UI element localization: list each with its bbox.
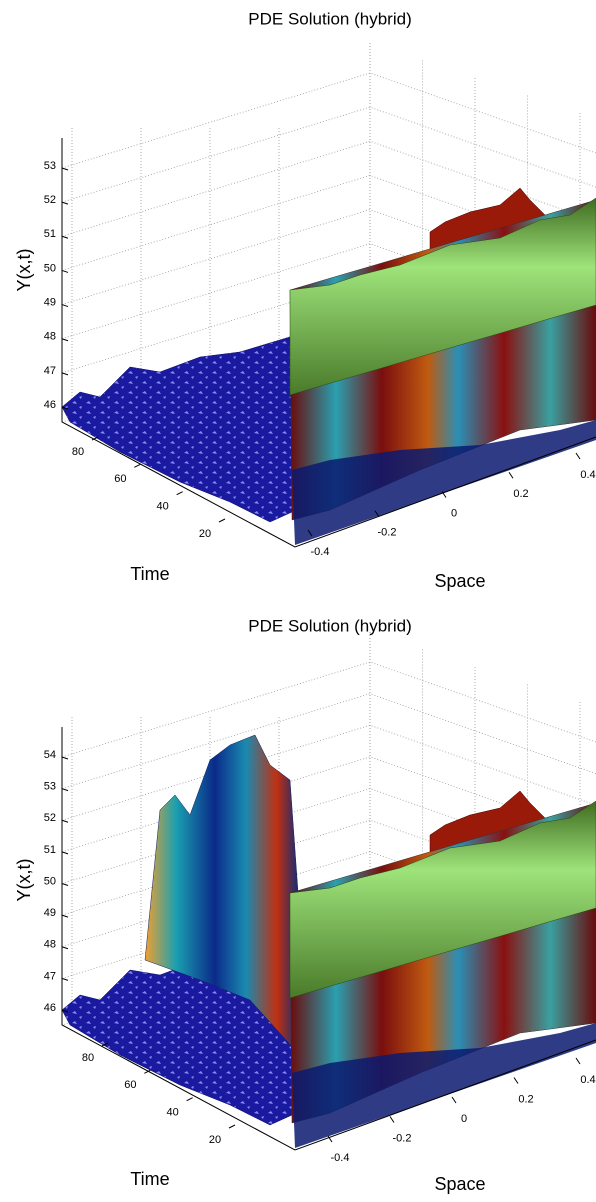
- z-tick-label: 48: [44, 331, 56, 343]
- z-tick-label: 52: [44, 812, 56, 824]
- z-tick-label: 49: [44, 296, 56, 308]
- x-tick-label: 0.2: [518, 1093, 533, 1105]
- z-tick: [61, 167, 69, 171]
- y-tick-label: 40: [157, 501, 169, 513]
- z-tick: [61, 883, 69, 886]
- x-tick-label: -0.2: [393, 1132, 412, 1144]
- surface-front: [292, 1023, 596, 1148]
- x-axis-label: Space: [434, 571, 485, 591]
- x-tick: [374, 510, 380, 518]
- axis-frame: [61, 727, 596, 1151]
- y-tick: [228, 1124, 236, 1129]
- y-axis-label: Time: [130, 1169, 169, 1189]
- y-tick-label: 20: [199, 528, 211, 540]
- x-tick: [508, 471, 514, 479]
- z-tick: [61, 946, 69, 950]
- x-tick-label: -0.4: [331, 1152, 350, 1164]
- z-tick-label: 50: [44, 875, 56, 887]
- y-axis-label: Time: [130, 564, 169, 584]
- x-tick: [307, 529, 313, 537]
- x-tick: [575, 1057, 581, 1065]
- z-tick: [61, 977, 69, 981]
- y-tick-label: 20: [209, 1134, 221, 1146]
- y-tick-label: 80: [72, 446, 84, 458]
- z-tick-label: 53: [44, 160, 56, 172]
- axis-frame: [61, 138, 596, 548]
- x-tick-label: 0.2: [513, 488, 528, 500]
- z-tick: [61, 201, 69, 205]
- surface-plot: 46 47 48 49 50 51 52 53 54 20 40 60 80 -0.4 -0.2 0 0.2 0.…: [14, 616, 596, 1194]
- x-tick-label: 0: [461, 1113, 467, 1125]
- x-tick: [389, 1116, 395, 1123]
- x-tick: [441, 491, 447, 498]
- x-tick-label: 0.4: [580, 1074, 595, 1086]
- surface-front: [292, 420, 596, 545]
- z-tick: [61, 756, 69, 760]
- x-tick-label: 0.4: [580, 469, 595, 481]
- x-tick: [513, 1077, 519, 1084]
- y-tick: [144, 1069, 151, 1074]
- z-tick: [61, 235, 69, 239]
- x-tick: [327, 1135, 333, 1143]
- x-tick: [451, 1096, 457, 1104]
- z-tick: [61, 338, 69, 342]
- x-tick: [575, 452, 581, 460]
- grid-line: [61, 693, 596, 790]
- z-tick-label: 51: [44, 844, 56, 856]
- z-tick: [61, 372, 69, 376]
- z-tick-label: 46: [44, 1002, 56, 1014]
- y-tick-label: 80: [82, 1052, 94, 1064]
- z-tick-label: 49: [44, 907, 56, 919]
- x-tick-label: -0.2: [378, 527, 397, 539]
- z-tick: [61, 269, 69, 273]
- chart-title: PDE Solution (hybrid): [248, 616, 411, 635]
- z-tick: [61, 1009, 69, 1013]
- surface-green-band: [289, 800, 596, 999]
- surface-plot: 46 47 48 49 50 51 52 53 20 40 60 80 -0.4 -0.2 0 0.2 0.4 P…: [14, 9, 596, 591]
- y-tick-label: 60: [114, 473, 126, 485]
- y-tick: [134, 463, 141, 468]
- x-tick-label: -0.4: [311, 546, 330, 558]
- z-tick-label: 51: [44, 228, 56, 240]
- surface-peaks: [144, 734, 301, 1051]
- grid-line: [61, 661, 596, 758]
- y-tick-label: 60: [124, 1079, 136, 1091]
- z-tick: [61, 914, 69, 918]
- y-tick: [101, 1042, 109, 1047]
- surface-green-band: [289, 197, 596, 396]
- z-tick-label: 52: [44, 194, 56, 206]
- z-tick-label: 48: [44, 939, 56, 951]
- z-axis-label: Y(x,t): [14, 859, 34, 902]
- z-axis-label: Y(x,t): [14, 249, 34, 292]
- x-tick-label: 0: [451, 507, 457, 519]
- plots: 46 47 48 49 50 51 52 53 20 40 60 80 -0.4 -0.2 0 0.2 0.4 P…: [14, 9, 596, 1194]
- y-tick-label: 40: [167, 1107, 179, 1119]
- z-tick-label: 50: [44, 262, 56, 274]
- y-tick: [218, 518, 226, 523]
- z-tick-label: 53: [44, 781, 56, 793]
- z-tick: [61, 819, 69, 823]
- z-tick: [61, 851, 69, 855]
- z-tick-label: 47: [44, 970, 56, 982]
- z-tick-label: 47: [44, 365, 56, 377]
- y-tick: [91, 436, 99, 441]
- y-tick: [186, 1097, 193, 1102]
- z-tick: [61, 788, 69, 792]
- z-tick-label: 46: [44, 399, 56, 411]
- x-axis-label: Space: [434, 1174, 485, 1194]
- z-tick: [61, 304, 69, 308]
- z-tick: [61, 406, 69, 410]
- y-tick: [176, 491, 183, 496]
- z-tick-label: 54: [44, 749, 56, 761]
- chart-title: PDE Solution (hybrid): [248, 9, 411, 28]
